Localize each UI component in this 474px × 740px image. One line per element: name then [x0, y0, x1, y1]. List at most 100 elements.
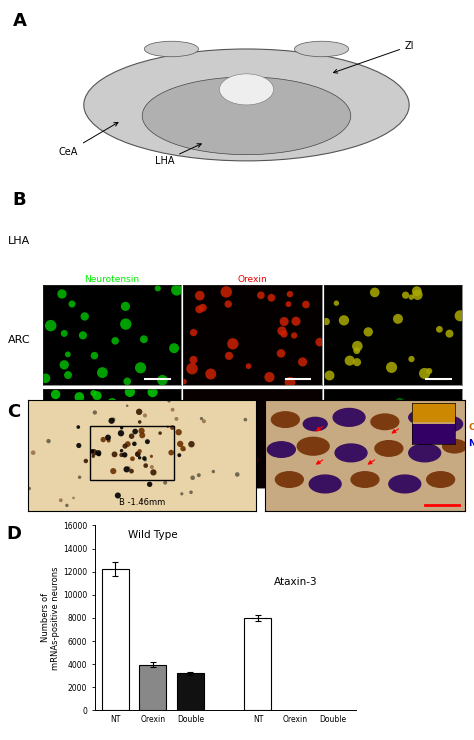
Point — [411, 435, 419, 447]
Point — [198, 413, 205, 425]
Point — [111, 448, 118, 460]
Point — [117, 427, 125, 439]
Point — [302, 299, 310, 311]
Bar — [245, 618, 272, 710]
Point — [234, 468, 241, 480]
Point — [141, 452, 148, 464]
Point — [128, 454, 136, 466]
Point — [280, 315, 288, 327]
Point — [79, 329, 87, 341]
Point — [299, 356, 306, 368]
Point — [200, 415, 208, 427]
Point — [388, 361, 395, 373]
Point — [190, 326, 197, 338]
Point — [154, 283, 162, 295]
Point — [122, 300, 129, 312]
Point — [340, 314, 348, 326]
Point — [95, 448, 103, 460]
Circle shape — [309, 475, 341, 493]
Point — [394, 313, 402, 325]
Point — [165, 395, 173, 407]
Text: ZI: ZI — [334, 41, 414, 73]
Point — [136, 445, 143, 457]
Point — [190, 354, 197, 366]
Circle shape — [267, 442, 295, 457]
Circle shape — [371, 414, 399, 429]
Point — [419, 412, 427, 424]
Point — [292, 425, 299, 437]
Point — [405, 439, 412, 451]
Text: CeA: CeA — [59, 122, 118, 157]
Circle shape — [297, 437, 329, 455]
Point — [414, 289, 421, 300]
Point — [280, 328, 288, 340]
Point — [89, 445, 96, 457]
Point — [285, 298, 292, 310]
Ellipse shape — [219, 74, 273, 105]
Point — [408, 353, 415, 365]
Point — [207, 368, 215, 380]
Point — [365, 326, 372, 337]
Point — [250, 454, 258, 465]
Ellipse shape — [294, 41, 349, 57]
Point — [63, 500, 71, 511]
Point — [91, 350, 98, 362]
Point — [306, 428, 313, 440]
Point — [61, 359, 68, 371]
Text: ORX: ORX — [468, 423, 474, 432]
Point — [178, 488, 186, 500]
Text: B: B — [12, 191, 26, 209]
Point — [136, 406, 143, 418]
Text: A: A — [13, 12, 27, 30]
Point — [421, 368, 428, 380]
Point — [26, 482, 33, 494]
Point — [138, 494, 146, 506]
Circle shape — [375, 440, 403, 456]
Point — [276, 400, 284, 412]
Circle shape — [335, 444, 367, 462]
Point — [187, 486, 195, 498]
Point — [192, 461, 200, 473]
Point — [128, 453, 136, 465]
Point — [436, 323, 443, 335]
Point — [159, 374, 166, 386]
Point — [286, 288, 294, 300]
Circle shape — [409, 444, 441, 462]
Title: Orexin: Orexin — [237, 275, 267, 284]
Point — [225, 298, 232, 310]
Point — [277, 348, 285, 360]
Circle shape — [389, 475, 421, 493]
Point — [148, 461, 155, 473]
Point — [195, 303, 203, 315]
Point — [268, 292, 275, 303]
Point — [142, 410, 150, 422]
Point — [146, 478, 154, 490]
Point — [300, 436, 307, 448]
Ellipse shape — [84, 49, 409, 161]
Text: B -1.46mm: B -1.46mm — [119, 498, 165, 508]
Point — [140, 333, 147, 345]
Point — [149, 386, 156, 398]
Point — [286, 377, 294, 389]
Point — [70, 492, 77, 504]
Bar — [90, 426, 174, 480]
Point — [245, 360, 252, 372]
Point — [210, 465, 217, 477]
Ellipse shape — [144, 41, 199, 57]
Point — [265, 371, 273, 383]
Point — [109, 397, 116, 409]
Point — [316, 336, 324, 348]
Circle shape — [272, 411, 299, 428]
Point — [456, 310, 464, 322]
Point — [422, 435, 430, 447]
Point — [73, 445, 80, 457]
Point — [446, 328, 453, 340]
Point — [175, 426, 182, 438]
Point — [162, 440, 170, 451]
Point — [93, 390, 101, 402]
Point — [124, 438, 132, 450]
Point — [118, 465, 125, 477]
Point — [371, 286, 379, 298]
Text: C: C — [8, 403, 21, 421]
Circle shape — [351, 472, 379, 487]
